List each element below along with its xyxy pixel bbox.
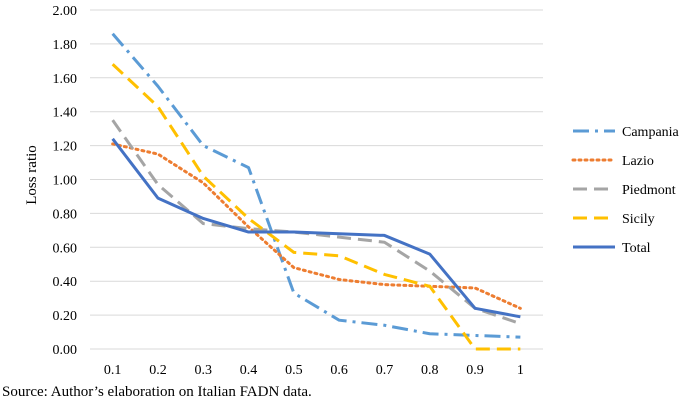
x-tick-label: 0.1 [104,363,122,378]
x-tick-label: 0.8 [421,363,439,378]
x-tick-label: 0.2 [149,363,167,378]
y-axis-ticks: 0.00 0.20 0.40 0.60 0.80 1.00 1.20 1.40 1.60 1.80… [53,4,78,358]
series-line-lazio [111,142,522,310]
y-tick-label: 0.40 [53,275,78,290]
x-tick-label: 0.3 [195,363,213,378]
series-line-sicily [111,63,521,351]
legend-item-sicily: Sicily [573,212,655,227]
series-line-piedmont [111,119,521,325]
legend: Campania Lazio Piedmont Sicily Total [571,125,680,256]
series-campania [111,32,521,339]
y-tick-label: 0.80 [53,207,78,222]
y-tick-label: 1.20 [53,140,78,155]
series-lazio [111,142,522,310]
x-tick-label: 0.4 [240,363,258,378]
legend-label: Piedmont [622,183,676,198]
y-tick-label: 1.00 [53,174,78,189]
x-tick-label: 0.9 [466,363,484,378]
y-tick-label: 2.00 [53,4,78,19]
legend-label: Campania [622,125,680,140]
series-sicily [111,63,521,351]
x-tick-label: 0.6 [330,363,348,378]
legend-item-piedmont: Piedmont [573,183,676,198]
y-axis-label: Loss ratio [24,145,40,205]
legend-item-campania: Campania [573,125,680,140]
y-tick-label: 1.40 [53,106,78,121]
legend-label: Sicily [622,212,655,227]
legend-label: Total [622,241,651,256]
series-piedmont [111,119,521,325]
y-tick-label: 1.60 [53,72,78,87]
x-tick-label: 0.7 [376,363,394,378]
series-line-total [111,137,521,319]
y-tick-label: 0.20 [53,309,78,324]
loss-ratio-chart: 0.00 0.20 0.40 0.60 0.80 1.00 1.20 1.40 1.60 1.80… [24,4,680,378]
x-axis-ticks: 0.1 0.2 0.3 0.4 0.5 0.6 0.7 0.8 0.9 1 [104,363,524,378]
legend-item-total: Total [573,241,651,256]
legend-item-lazio: Lazio [571,154,654,169]
y-tick-label: 0.60 [53,241,78,256]
legend-label: Lazio [622,154,654,169]
series-line-campania [111,32,521,339]
gridlines [90,9,543,350]
source-caption: Source: Author’s elaboration on Italian … [2,384,312,400]
series-total [111,137,521,319]
y-tick-label: 0.00 [53,343,78,358]
series-lines [111,32,522,351]
x-tick-label: 0.5 [285,363,303,378]
y-tick-label: 1.80 [53,38,78,53]
x-tick-label: 1 [517,363,524,378]
